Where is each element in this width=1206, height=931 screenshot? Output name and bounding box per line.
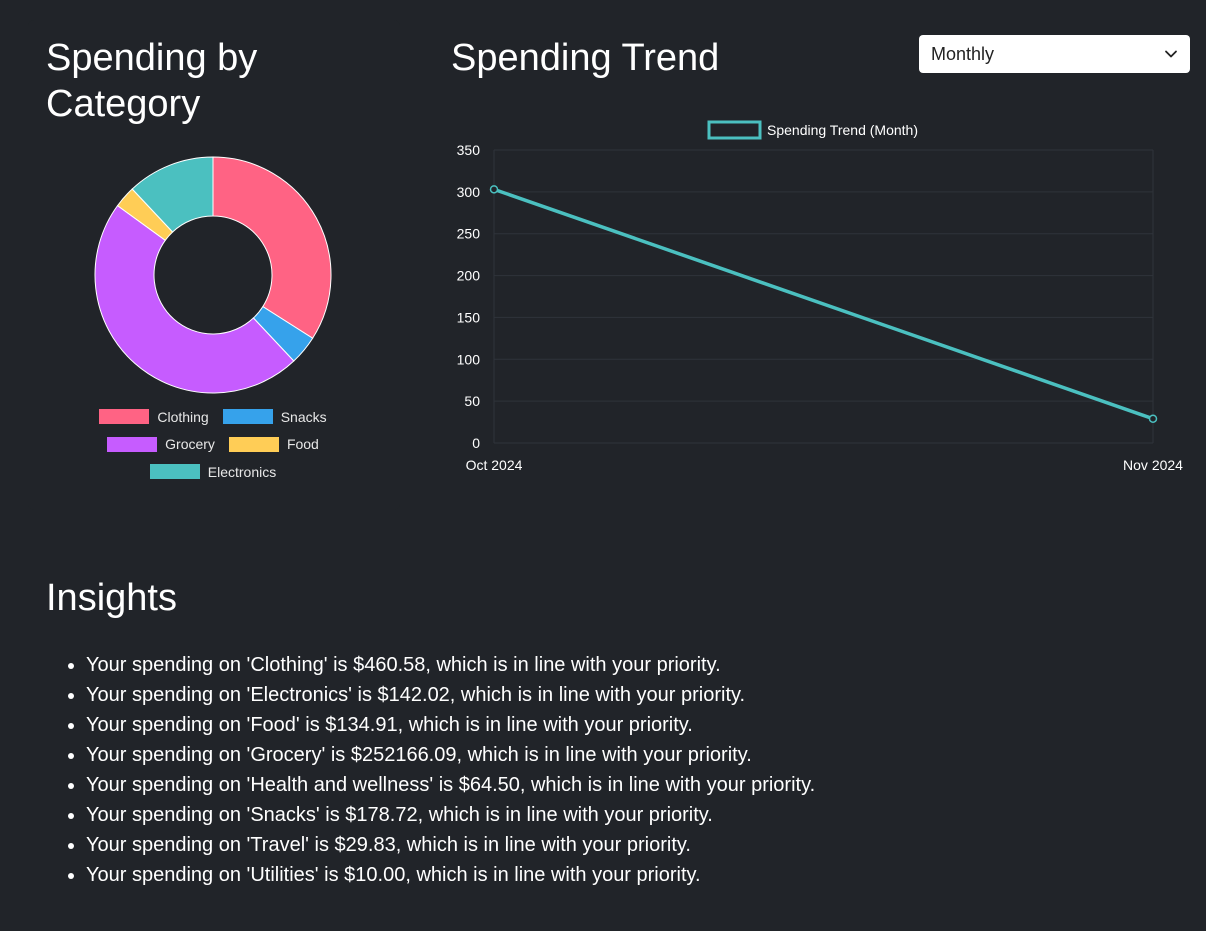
data-point[interactable] <box>489 185 499 194</box>
legend-swatch <box>149 464 200 480</box>
legend-swatch <box>707 120 762 140</box>
legend-label: Snacks <box>280 408 327 425</box>
y-tick-label: 50 <box>464 393 480 409</box>
donut-legend-row: Grocery Food <box>60 431 366 459</box>
period-select[interactable]: Monthly <box>919 35 1190 73</box>
insight-item: Your spending on 'Snacks' is $178.72, wh… <box>86 800 815 830</box>
y-tick-label: 200 <box>457 268 481 284</box>
insights-title: Insights <box>46 577 177 619</box>
trend-chart-title: Spending Trend <box>451 37 720 79</box>
category-chart-title: Spending by Category <box>46 37 258 125</box>
insights-list: Your spending on 'Clothing' is $460.58, … <box>46 650 815 890</box>
x-tick-label: Nov 2024 <box>1123 457 1183 473</box>
y-tick-label: 150 <box>457 309 481 325</box>
legend-swatch <box>99 409 150 425</box>
donut-legend-row: Clothing Snacks <box>60 403 366 431</box>
legend-label: Grocery <box>165 436 215 453</box>
insight-item: Your spending on 'Grocery' is $252166.09… <box>86 740 815 770</box>
legend-swatch <box>228 436 279 452</box>
legend-item-food[interactable]: Food <box>228 436 319 453</box>
legend-swatch <box>107 436 158 452</box>
insight-item: Your spending on 'Utilities' is $10.00, … <box>86 860 815 890</box>
legend-item-grocery[interactable]: Grocery <box>107 436 215 452</box>
legend-label: Electronics <box>207 463 277 480</box>
legend-item-clothing[interactable]: Clothing <box>99 408 209 425</box>
legend-label[interactable]: Spending Trend (Month) <box>767 122 918 138</box>
y-tick-label: 300 <box>457 184 481 200</box>
insight-item: Your spending on 'Travel' is $29.83, whi… <box>86 830 815 860</box>
insight-item: Your spending on 'Clothing' is $460.58, … <box>86 650 815 680</box>
data-point[interactable] <box>1148 414 1158 423</box>
legend-item-electronics[interactable]: Electronics <box>149 463 277 480</box>
y-tick-label: 350 <box>457 142 481 158</box>
y-tick-label: 0 <box>472 435 480 451</box>
legend-item-snacks[interactable]: Snacks <box>222 408 327 425</box>
y-tick-label: 100 <box>457 351 481 367</box>
legend-label: Clothing <box>157 408 209 425</box>
x-tick-label: Oct 2024 <box>466 457 523 473</box>
legend-label: Food <box>286 436 319 453</box>
y-tick-label: 250 <box>457 226 481 242</box>
insight-item: Your spending on 'Electronics' is $142.0… <box>86 680 815 710</box>
insight-item: Your spending on 'Food' is $134.91, whic… <box>86 710 815 740</box>
insight-item: Your spending on 'Health and wellness' i… <box>86 770 815 800</box>
legend-swatch <box>222 409 273 425</box>
chevron-down-icon <box>1165 50 1177 58</box>
donut-legend-row: Electronics <box>60 458 366 486</box>
period-select-value: Monthly <box>931 43 995 64</box>
donut-legend: Clothing Snacks Grocery Food Electronics <box>60 403 366 486</box>
series-line <box>493 187 1154 421</box>
